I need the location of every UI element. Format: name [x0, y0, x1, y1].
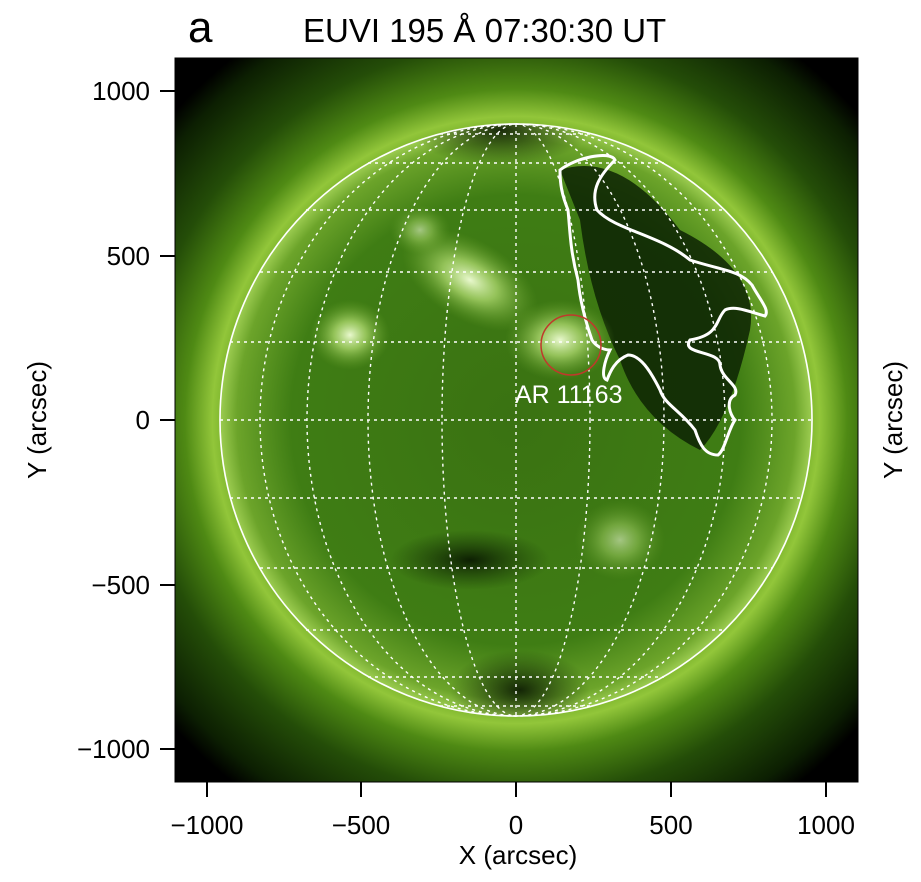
x-tick-label: 0: [509, 810, 523, 840]
x-tick-label: 500: [649, 810, 692, 840]
x-tick-label: −1000: [170, 810, 243, 840]
active-region-circle: [540, 314, 602, 376]
x-tick-label: 1000: [797, 810, 855, 840]
y-tick-label: 500: [107, 241, 150, 271]
disk-features: [310, 124, 752, 716]
bright-region-north: [402, 228, 538, 332]
x-axis-title: X (arcsec): [458, 840, 578, 870]
x-axis-ticks: [206, 782, 827, 797]
y-tick-label: −500: [91, 570, 150, 600]
heliographic-grid: [220, 123, 812, 717]
y-tick-label: 1000: [92, 76, 150, 106]
dark-region-north: [410, 124, 590, 165]
bright-region-west: [310, 300, 390, 370]
y-axis-title-right: Y (arcsec): [878, 361, 908, 479]
panel-letter: a: [188, 3, 213, 52]
grid-meridian: [259, 123, 773, 717]
active-region-label: AR 11163: [515, 381, 622, 409]
bright-region-nw: [390, 205, 450, 255]
y-tick-label: −1000: [77, 734, 150, 764]
y-axis-ticks: [160, 90, 175, 750]
y-axis-title-left: Y (arcsec): [22, 361, 52, 479]
x-tick-label: −500: [332, 810, 391, 840]
bright-region-south: [575, 500, 665, 580]
coronal-hole-contour: [558, 153, 768, 457]
active-region-bright: [505, 300, 615, 380]
coronal-hole: [560, 166, 752, 450]
dark-region-south: [390, 530, 550, 590]
y-tick-label: 0: [136, 405, 150, 435]
figure-title: EUVI 195 Å 07:30:30 UT: [303, 12, 667, 49]
